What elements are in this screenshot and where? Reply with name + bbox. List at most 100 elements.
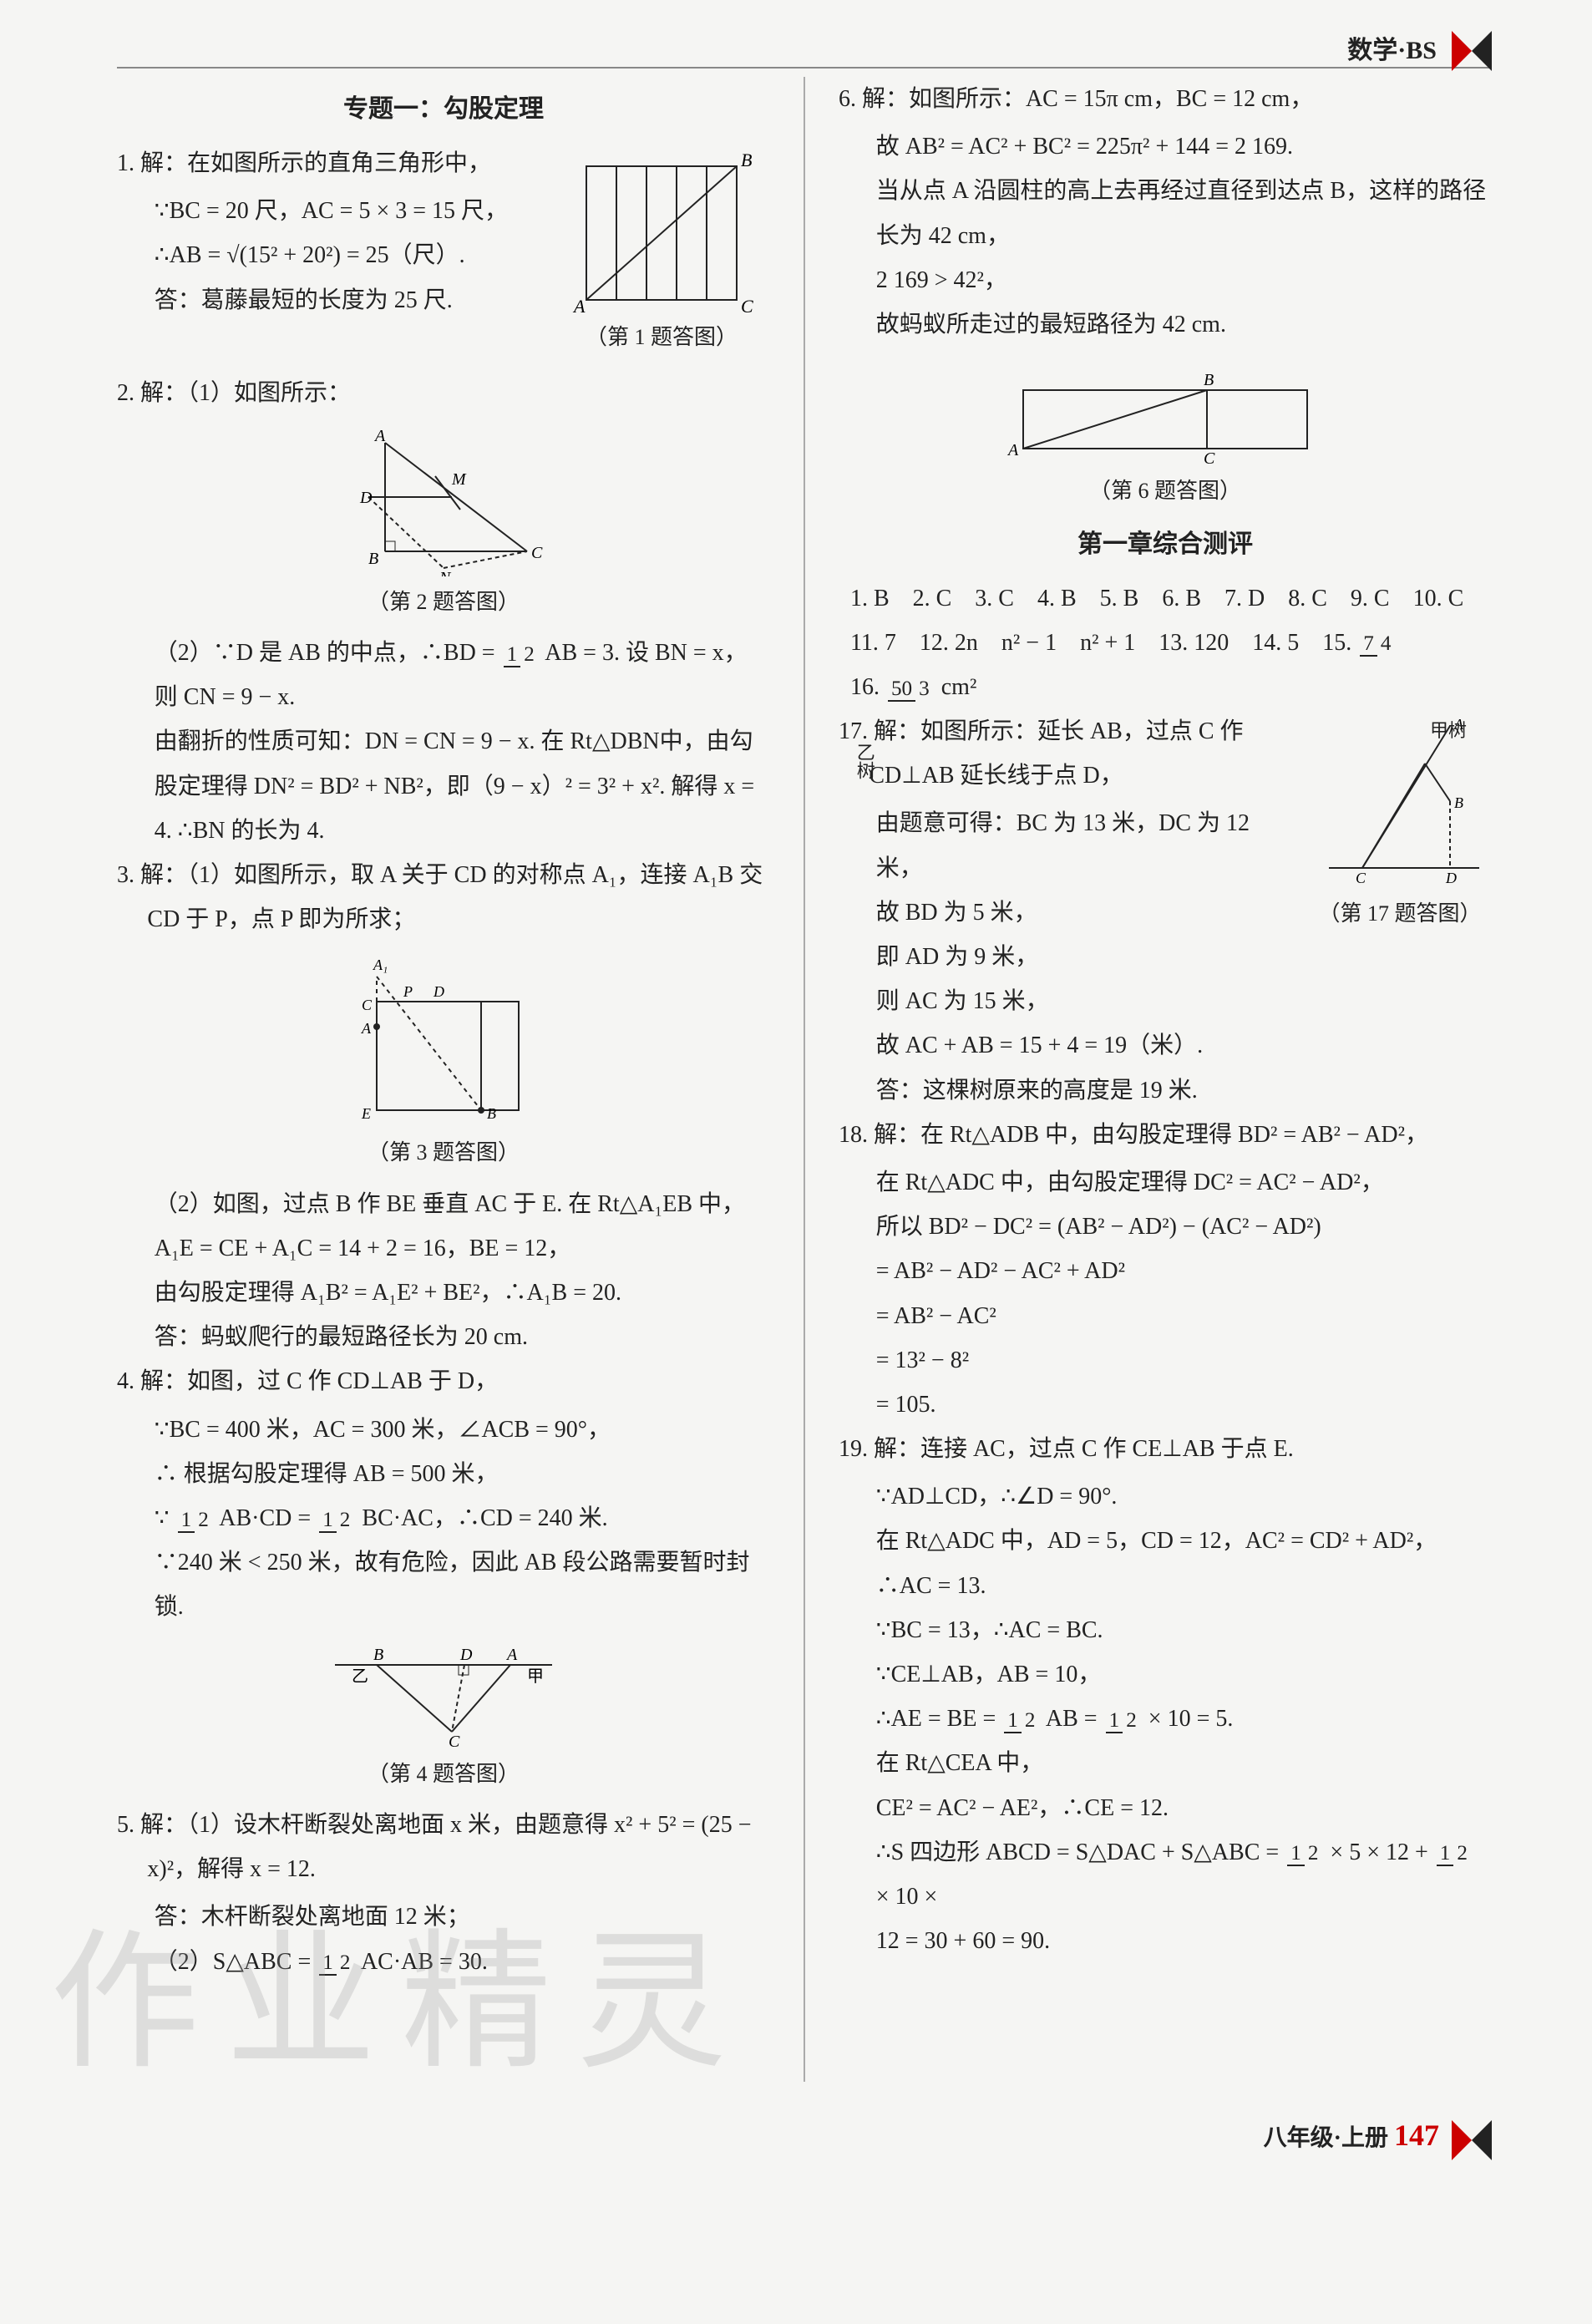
svg-text:乙: 乙 [352,1667,368,1686]
svg-text:甲: 甲 [527,1667,544,1686]
q3-line2: （2）如图，过点 B 作 BE 垂直 AC 于 E. 在 Rt△A₁EB 中，A… [117,1182,770,1271]
q2-line4: 由翻折的性质可知：DN = CN = 9 − x. 在 Rt△DBN中，由勾股定… [117,719,770,853]
q19-l6b: AB = [1046,1706,1103,1732]
q3-line4: 答：蚂蚁爬行的最短路径长为 20 cm. [117,1315,770,1359]
header-rule: 数学·BS [117,67,1492,69]
svg-text:C: C [741,296,753,317]
svg-text:A: A [505,1646,518,1664]
svg-text:P: P [403,983,413,1000]
fig-q17-caption: （第 17 题答图） [1308,893,1492,934]
svg-text:A₁: A₁ [373,956,388,973]
footer-page: 147 [1394,2118,1439,2152]
frac-7-4: 74 [1360,632,1394,656]
q4-l4b: AB·CD = [219,1505,317,1531]
q3-line3: 由勾股定理得 A₁B² = A₁E² + BE²，∴A₁B = 20. [117,1271,770,1315]
q2-line1: 2. 解：（1）如图所示： [117,371,770,415]
q18-line3: 所以 BD² − DC² = (AB² − AD²) − (AC² − AD²) [839,1205,1492,1249]
frac-half-2: 12 [178,1509,212,1532]
svg-text:A: A [572,296,586,317]
header-subject: 数学·BS [1347,27,1437,74]
q18-line1: 18. 解：在 Rt△ADB 中，由勾股定理得 BD² = AB² − AD²， [839,1113,1492,1157]
q18-line2: 在 Rt△ADC 中，由勾股定理得 DC² = AC² − AD²， [839,1160,1492,1205]
q5-l3b: AC·AB = 30. [361,1949,488,1975]
frac-half-1: 12 [504,643,538,667]
q2-line2: （2）∵D 是 AB 的中点，∴BD = 12 AB = 3. 设 BN = x… [117,631,770,675]
q19-l9c: × 10 × [876,1884,938,1910]
fig-q4-caption: （第 4 题答图） [117,1753,770,1794]
svg-text:C: C [1204,449,1215,465]
q4-line4: ∵ 12 AB·CD = 12 BC·AC，∴CD = 240 米. [117,1496,770,1540]
svg-text:D: D [459,1646,473,1664]
q2-line3: 则 CN = 9 − x. [117,675,770,719]
q4-line1: 4. 解：如图，过 C 作 CD⊥AB 于 D， [117,1359,770,1403]
svg-text:C: C [531,544,543,562]
svg-text:D: D [433,983,444,1000]
q19-line4: ∵BC = 13，∴AC = BC. [839,1608,1492,1652]
q19-line1: 19. 解：连接 AC，过点 C 作 CE⊥AB 于点 E. [839,1427,1492,1471]
fig-q4: B D A 乙 甲 C [117,1640,770,1748]
test-title: 第一章综合测评 [839,520,1492,568]
fill-answers-a: 11. 7 12. 2n n² − 1 n² + 1 13. 120 14. 5… [839,621,1492,665]
mc-answers: 1. B 2. C 3. C 4. B 5. B 6. B 7. D 8. C … [839,576,1492,621]
page-footer: 八年级·上册 147 [117,2107,1492,2164]
q19-line3: 在 Rt△ADC 中，AD = 5，CD = 12，AC² = CD² + AD… [839,1519,1492,1607]
svg-text:C: C [362,997,373,1013]
svg-text:A: A [1006,441,1019,459]
footer-grade: 八年级·上册 [1264,2125,1388,2151]
q19-line8: CE² = AC² − AE²，∴CE = 12. [839,1786,1492,1830]
svg-text:B: B [373,1646,383,1664]
frac-half-3: 12 [319,1509,353,1532]
svg-text:C: C [449,1733,460,1748]
q4-l4c: BC·AC，∴CD = 240 米. [362,1505,607,1531]
q2-l2b: AB = 3. 设 BN = x， [545,640,747,666]
q17-label1: 甲树 [1430,713,1467,748]
svg-text:B: B [487,1105,496,1122]
q17-label2: 乙树 [847,743,882,779]
frac-50-3: 503 [888,677,933,701]
q4-line3: ∴ 根据勾股定理得 AB = 500 米， [117,1452,770,1496]
q3-line1: 3. 解：（1）如图所示，取 A 关于 CD 的对称点 A₁，连接 A₁B 交 … [117,853,770,941]
q18-line6: = 13² − 8² [839,1338,1492,1383]
q19-l9a: ∴S 四边形 ABCD = S△DAC + S△ABC = [876,1839,1285,1865]
q18-line7: = 105. [839,1383,1492,1427]
svg-text:B: B [1204,371,1214,389]
frac-half-4: 12 [319,1951,353,1975]
q2-l2a: （2）∵D 是 AB 的中点，∴BD = [155,640,501,666]
q5-l3a: （2）S△ABC = [155,1949,317,1975]
svg-text:D: D [359,489,373,507]
fig-q6-caption: （第 6 题答图） [839,470,1492,511]
q6-line1: 6. 解：如图所示：AC = 15π cm，BC = 12 cm， [839,77,1492,121]
fig-q3-caption: （第 3 题答图） [117,1132,770,1173]
q17-line6: 故 AC + AB = 15 + 4 = 19（米）. [839,1023,1492,1068]
q19-l6c: × 10 = 5. [1148,1706,1234,1732]
q19-line7: 在 Rt△CEA 中， [839,1741,1492,1785]
svg-text:B: B [741,150,752,170]
header-subject-block: 数学·BS [1347,27,1492,74]
q18-line4: = AB² − AD² − AC² + AD² [839,1249,1492,1293]
q19-line6: ∴AE = BE = 12 AB = 12 × 10 = 5. [839,1697,1492,1741]
frac-half-7: 12 [1287,1842,1321,1865]
q18-line5: = AB² − AC² [839,1294,1492,1338]
fill-b-text: 16. [850,674,885,700]
frac-half-6: 12 [1106,1709,1140,1733]
frac-half-8: 12 [1437,1842,1471,1865]
q6-line4: 2 169 > 42²， [839,258,1492,302]
q5-line3: （2）S△ABC = 12 AC·AB = 30. [117,1940,770,1984]
svg-text:A: A [361,1020,372,1037]
svg-text:C: C [1356,870,1366,886]
right-column: 6. 解：如图所示：AC = 15π cm，BC = 12 cm， 故 AB² … [839,77,1492,2082]
q4-line5: ∵240 米 < 250 米，故有危险，因此 AB 段公路需要暂时封锁. [117,1540,770,1629]
svg-text:N: N [439,569,452,576]
fill-a-text: 11. 7 12. 2n n² − 1 n² + 1 13. 120 14. 5… [850,630,1357,656]
q19-line9: ∴S 四边形 ABCD = S△DAC + S△ABC = 12 × 5 × 1… [839,1830,1492,1919]
q6-line3: 当从点 A 沿圆柱的高上去再经过直径到达点 B，这样的路径长为 42 cm， [839,169,1492,257]
footer-logo-icon [1452,2120,1492,2160]
fig-q6: A C B [839,357,1492,465]
q19-line10: 12 = 30 + 60 = 90. [839,1919,1492,1963]
fig-q1: A C B （第 1 题答图） [553,150,770,366]
q4-line2: ∵BC = 400 米，AC = 300 米，∠ACB = 90°， [117,1408,770,1452]
q19-l6a: ∴AE = BE = [876,1706,1002,1732]
svg-text:B: B [1454,794,1463,811]
q17-line7: 答：这棵树原来的高度是 19 米. [839,1068,1492,1113]
q19-line5: ∵CE⊥AB，AB = 10， [839,1652,1492,1697]
